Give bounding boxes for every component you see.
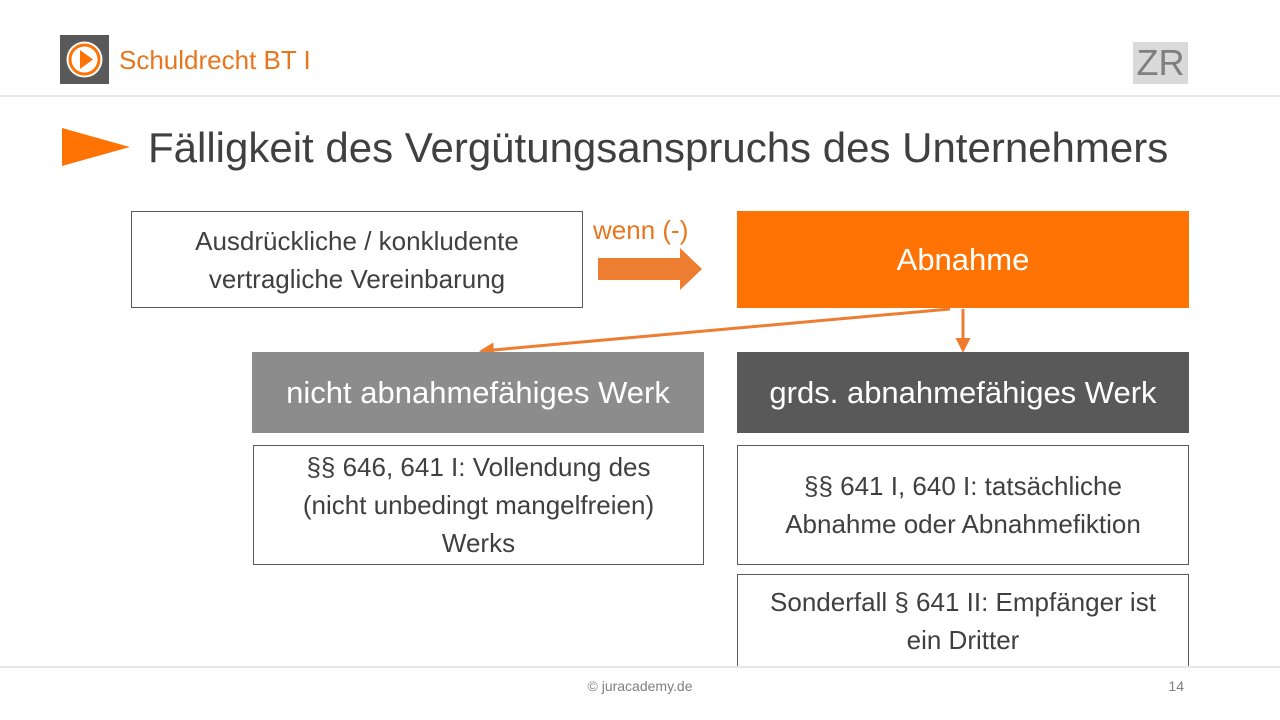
special-case-line: Sonderfall § 641 II: Empfänger ist <box>770 586 1156 617</box>
acceptance-box: Abnahme <box>737 211 1189 308</box>
footer-divider <box>0 666 1280 668</box>
course-title: Schuldrecht BT I <box>119 45 311 75</box>
left-detail-line: (nicht unbedingt mangelfreien) <box>302 490 655 520</box>
logo <box>60 35 109 84</box>
left-branch-heading: nicht abnahmefähiges Werk <box>252 352 704 433</box>
acceptance-label: Abnahme <box>896 241 1030 277</box>
right-branch-heading-label: grds. abnahmefähiges Werk <box>769 374 1157 410</box>
special-case-box: Sonderfall § 641 II: Empfänger ist ein D… <box>737 574 1189 667</box>
agreement-line: vertragliche Vereinbarung <box>208 263 506 294</box>
agreement-line: Ausdrückliche / konkludente <box>195 225 519 256</box>
right-detail-line: §§ 641 I, 640 I: tatsächliche <box>803 471 1122 501</box>
right-detail-line: Abnahme oder Abnahmefiktion <box>785 509 1141 539</box>
title-arrow-icon <box>62 128 130 166</box>
header-divider <box>0 95 1280 97</box>
agreement-box: Ausdrückliche / konkludente vertragliche… <box>131 211 583 308</box>
copyright: © juracademy.de <box>587 678 693 694</box>
block-arrow-icon <box>598 248 702 290</box>
left-branch-heading-label: nicht abnahmefähiges Werk <box>286 374 670 410</box>
right-branch-heading: grds. abnahmefähiges Werk <box>737 352 1189 433</box>
play-circle-icon <box>66 41 103 78</box>
left-detail-line: §§ 646, 641 I: Vollendung des <box>306 452 651 482</box>
zr-badge: ZR <box>1133 42 1188 84</box>
connector-label: wenn (-) <box>593 215 689 245</box>
arrow-to-left-branch <box>479 307 951 358</box>
left-detail-line: Werks <box>441 528 516 558</box>
special-case-line: ein Dritter <box>906 624 1020 655</box>
right-branch-detail: §§ 641 I, 640 I: tatsächliche Abnahme od… <box>737 445 1189 565</box>
slide-title: Fälligkeit des Vergütungsanspruchs des U… <box>148 124 1169 171</box>
left-branch-detail: §§ 646, 641 I: Vollendung des (nicht unb… <box>253 445 704 565</box>
page-number: 14 <box>1168 678 1184 694</box>
